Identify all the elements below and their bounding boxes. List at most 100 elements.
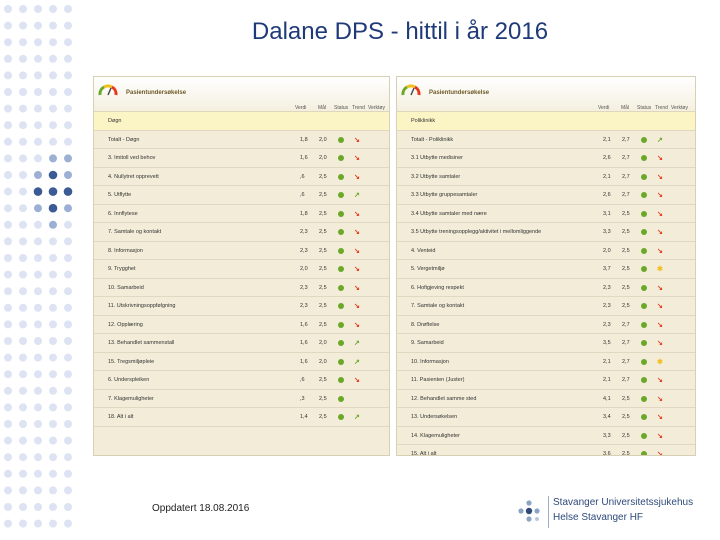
decorative-dot	[19, 519, 27, 528]
trend-down-icon: ↘	[354, 136, 360, 144]
row-label: 3.3 Utbytte gruppesamtaler	[411, 192, 478, 198]
table-row[interactable]: 10. Samarbeid 2,3 2,5 ↘	[94, 279, 389, 297]
decorative-dot	[49, 287, 57, 296]
status-dot-icon	[338, 395, 344, 402]
table-row[interactable]: 3.5 Utbytte treningsopplegg/aktivitet i …	[397, 223, 695, 242]
row-target: 2,0	[319, 340, 327, 346]
table-row[interactable]: 6. Underspleiken ,6 2,5 ↘	[94, 371, 389, 390]
table-row[interactable]: 13. Behandlet sammenstall 1,6 2,0 ↗	[94, 334, 389, 353]
status-dot-icon	[641, 173, 647, 180]
table-row[interactable]: 9. Trygghet 2,0 2,5 ↘	[94, 260, 389, 279]
table-row[interactable]: 7. Samtale og kontakt 2,3 2,5 ↘	[94, 223, 389, 242]
row-label: 3.1 Utbytte medisiner	[411, 155, 463, 161]
decorative-dot	[49, 486, 57, 495]
row-value: 2,1	[603, 358, 611, 365]
panel-header: Pasientundersøkelse Verdi Mål Status Tre…	[397, 77, 695, 112]
row-value: 1,6	[300, 340, 308, 346]
row-label: 4. Nullytret opprevett	[108, 173, 159, 180]
row-label: 8. Drøftelse	[411, 321, 440, 328]
row-label: 7. Samtale og kontakt	[411, 303, 465, 309]
decorative-dot	[19, 154, 27, 163]
table-row[interactable]: Totalt - Døgn 1,8 2,0 ↘	[94, 131, 389, 149]
status-dot-icon	[641, 395, 647, 402]
table-row[interactable]: 12. Behandlet samme sted 4,1 2,5 ↘	[397, 390, 695, 408]
table-row[interactable]: 5. Vergetmiljø 3,7 2,5 ✱	[397, 260, 695, 279]
column-headers: Verdi Mål Status Trend Verktøy	[397, 77, 695, 111]
decorative-dot	[4, 171, 12, 179]
column-header-maal: Mål	[621, 105, 630, 111]
hospital-logo: Stavanger Universitetssjukehus Helse Sta…	[515, 494, 695, 530]
row-target: 2,5	[319, 377, 327, 383]
status-dot-icon	[338, 192, 344, 198]
trend-down-icon: ↘	[657, 395, 663, 403]
table-row[interactable]: 10. Informasjon 2,1 2,7 ✱	[397, 353, 695, 371]
row-value: 1,8	[300, 136, 308, 143]
table-row[interactable]: Totalt - Poliklinikk 2,1 2,7 ↗	[397, 131, 695, 149]
trend-down-icon: ↘	[354, 247, 360, 255]
table-row[interactable]: 15. Alt i alt 3,6 2,5 ↘	[397, 445, 695, 455]
row-target: 2,5	[319, 173, 327, 180]
decorative-dot	[64, 21, 72, 30]
table-row[interactable]: 5. Utflytte ,6 2,5 ↗	[94, 186, 389, 205]
table-row[interactable]: 7. Klagemuligheter ,3 2,5	[94, 390, 389, 408]
row-label: 11. Pasienten (Juster)	[411, 377, 465, 383]
table-row[interactable]: 3. Imitoll ved behov 1,6 2,0 ↘	[94, 149, 389, 168]
decorative-dot	[4, 137, 12, 146]
decorative-dot	[49, 88, 57, 96]
row-target: 2,7	[622, 136, 630, 143]
decorative-dot	[64, 270, 72, 279]
table-row[interactable]: 11. Utskrivningsoppfølgning 2,3 2,5 ↘	[94, 297, 389, 316]
row-value: 2,1	[603, 173, 611, 180]
table-row[interactable]: 14. Klagemuligheter 3,3 2,5 ↘	[397, 427, 695, 445]
decorative-dot	[34, 353, 42, 362]
row-target: 2,0	[319, 358, 327, 365]
table-row[interactable]: 12. Opplæring 1,6 2,5 ↘	[94, 316, 389, 334]
decorative-dot	[34, 386, 42, 395]
decorative-dot	[4, 270, 12, 279]
decorative-dot	[34, 154, 42, 163]
row-value: 2,3	[300, 247, 308, 254]
table-row[interactable]: 7. Samtale og kontakt 2,3 2,5 ↘	[397, 297, 695, 316]
decorative-dot	[34, 486, 42, 495]
table-row[interactable]: 3.3 Utbytte gruppesamtaler 2,6 2,7 ↘	[397, 186, 695, 205]
decorative-dot	[19, 503, 27, 511]
table-row[interactable]: 6. Innflytese 1,8 2,5 ↘	[94, 205, 389, 223]
gauge-icon	[401, 84, 421, 96]
table-row[interactable]: 6. Hofigjeving respekt 2,3 2,5 ↘	[397, 279, 695, 297]
status-dot-icon	[641, 303, 647, 309]
decorative-dot	[4, 21, 12, 30]
decorative-dot	[19, 320, 27, 329]
row-target: 2,5	[319, 266, 327, 272]
logo-line-1: Stavanger Universitetssjukehus	[553, 497, 694, 508]
row-label: 9. Trygghet	[108, 266, 136, 272]
table-row[interactable]: 13. Undersøkelsen 3,4 2,5 ↘	[397, 408, 695, 427]
row-target: 2,7	[622, 358, 630, 365]
decorative-dot	[4, 204, 12, 213]
table-row[interactable]: 3.4 Utbytte samtaler med nære 3,1 2,5 ↘	[397, 205, 695, 223]
row-value: 4,1	[603, 395, 611, 402]
row-value: 1,8	[300, 210, 308, 217]
table-row[interactable]: 11. Pasienten (Juster) 2,1 2,7 ↘	[397, 371, 695, 390]
decorative-dot	[4, 88, 12, 96]
table-row[interactable]: 4. Venteid 2,0 2,5 ↘	[397, 242, 695, 260]
decorative-dot	[64, 503, 72, 511]
table-row[interactable]: 8. Drøftelse 2,3 2,7 ↘	[397, 316, 695, 334]
decorative-dot	[4, 154, 12, 163]
table-row[interactable]: 8. Informasjon 2,3 2,5 ↘	[94, 242, 389, 260]
table-row[interactable]: 3.1 Utbytte medisiner 2,6 2,7 ↘	[397, 149, 695, 168]
left-table-rows: Døgn Totalt - Døgn 1,8 2,0 ↘ 3. Imitoll ved b…	[94, 112, 389, 427]
decorative-dot	[34, 204, 42, 213]
trend-down-icon: ↘	[657, 377, 663, 384]
table-row[interactable]: 18. Alt i alt 1,4 2,5 ↗	[94, 408, 389, 427]
decorative-dot	[34, 370, 42, 379]
table-row[interactable]: 9. Samarbeid 3,5 2,7 ↘	[397, 334, 695, 353]
table-row[interactable]: 4. Nullytret opprevett ,6 2,5 ↘	[94, 168, 389, 186]
gauge-icon	[98, 84, 118, 96]
table-row[interactable]: 3.2 Utbytte samtaler 2,1 2,7 ↘	[397, 168, 695, 186]
decorative-dot	[19, 54, 27, 63]
decorative-dot	[19, 104, 27, 113]
decorative-dot	[48, 203, 58, 213]
decorative-dot	[4, 303, 12, 312]
decorative-dot	[4, 370, 12, 379]
table-row[interactable]: 15. Tregsmiljøpleie 1,6 2,0 ↗	[94, 353, 389, 371]
